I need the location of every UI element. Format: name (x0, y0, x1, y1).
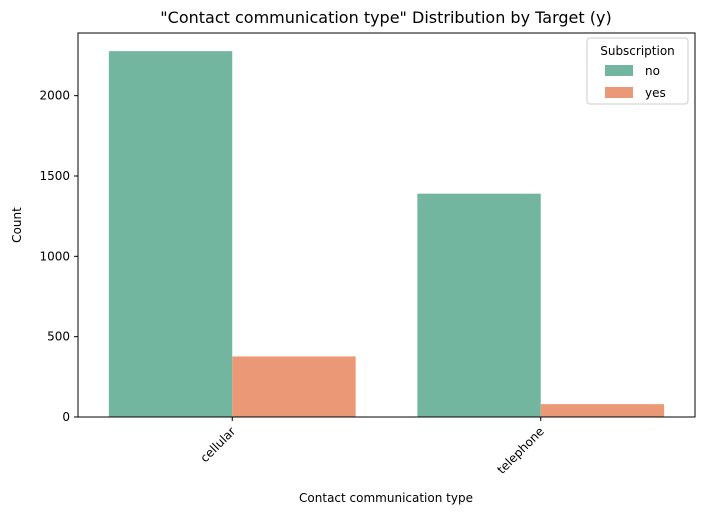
y-tick-label: 2000 (39, 89, 70, 103)
legend-label-yes: yes (645, 86, 666, 100)
legend: Subscription no yes (586, 37, 689, 105)
y-axis: 0 500 1000 1500 2000 (39, 89, 78, 424)
legend-title: Subscription (600, 44, 675, 58)
y-tick-label: 500 (47, 330, 70, 344)
legend-swatch-no (605, 65, 633, 76)
chart-title: "Contact communication type" Distributio… (160, 8, 611, 27)
y-tick-label: 0 (62, 410, 70, 424)
bars-group (108, 51, 665, 418)
legend-swatch-yes (605, 87, 633, 98)
bar-no-cellular (108, 51, 233, 418)
bar-yes-cellular (232, 356, 356, 417)
bar-no-telephone (417, 193, 541, 417)
bar-yes-telephone (540, 404, 665, 417)
x-axis: cellular telephone (197, 417, 547, 477)
x-axis-label: Contact communication type (299, 491, 473, 505)
legend-label-no: no (645, 64, 660, 78)
y-tick-label: 1500 (39, 169, 70, 183)
y-axis-label: Count (10, 207, 24, 243)
plot-frame (77, 32, 696, 418)
y-tick-label: 1000 (39, 249, 70, 263)
x-tick-label: cellular (197, 424, 238, 465)
x-tick-label: telephone (494, 424, 547, 477)
